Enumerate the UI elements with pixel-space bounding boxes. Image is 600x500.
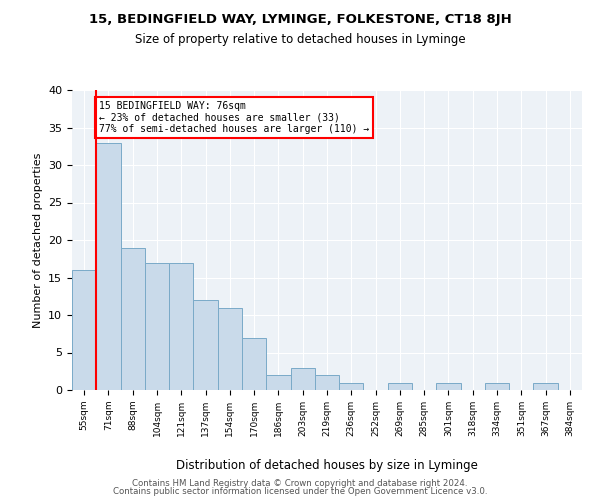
Bar: [193, 300, 218, 390]
Text: 15 BEDINGFIELD WAY: 76sqm
← 23% of detached houses are smaller (33)
77% of semi-: 15 BEDINGFIELD WAY: 76sqm ← 23% of detac…: [99, 101, 369, 134]
Bar: [121, 248, 145, 390]
Bar: [533, 382, 558, 390]
Bar: [218, 308, 242, 390]
Bar: [388, 382, 412, 390]
Bar: [72, 270, 96, 390]
Bar: [96, 142, 121, 390]
Bar: [485, 382, 509, 390]
Bar: [339, 382, 364, 390]
Bar: [169, 262, 193, 390]
Bar: [145, 262, 169, 390]
Bar: [266, 375, 290, 390]
Text: Size of property relative to detached houses in Lyminge: Size of property relative to detached ho…: [134, 32, 466, 46]
Bar: [436, 382, 461, 390]
Bar: [315, 375, 339, 390]
Text: Distribution of detached houses by size in Lyminge: Distribution of detached houses by size …: [176, 458, 478, 471]
Bar: [242, 338, 266, 390]
Bar: [290, 368, 315, 390]
Text: Contains HM Land Registry data © Crown copyright and database right 2024.: Contains HM Land Registry data © Crown c…: [132, 478, 468, 488]
Text: 15, BEDINGFIELD WAY, LYMINGE, FOLKESTONE, CT18 8JH: 15, BEDINGFIELD WAY, LYMINGE, FOLKESTONE…: [89, 12, 511, 26]
Y-axis label: Number of detached properties: Number of detached properties: [32, 152, 43, 328]
Text: Contains public sector information licensed under the Open Government Licence v3: Contains public sector information licen…: [113, 487, 487, 496]
